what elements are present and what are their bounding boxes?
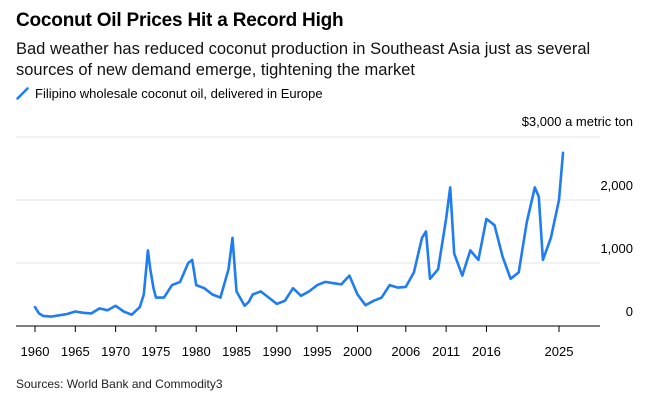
y-tick-label: 1,000: [600, 241, 633, 256]
source-note: Sources: World Bank and Commodity3: [16, 377, 223, 391]
x-tick-label: 1970: [101, 344, 130, 359]
x-tick-label: 1985: [222, 344, 251, 359]
chart-subtitle: Bad weather has reduced coconut producti…: [16, 40, 591, 79]
y-tick-label: 2,000: [600, 178, 633, 193]
chart-title: Coconut Oil Prices Hit a Record High: [16, 10, 344, 31]
x-tick-label: 2016: [472, 344, 501, 359]
legend-line-icon: [16, 87, 29, 100]
x-tick-label: 2006: [391, 344, 420, 359]
x-tick-label: 1990: [262, 344, 291, 359]
y-tick-label: 0: [626, 304, 633, 319]
x-tick-label: 1960: [21, 344, 50, 359]
x-tick-label: 1980: [182, 344, 211, 359]
legend: Filipino wholesale coconut oil, delivere…: [16, 86, 323, 101]
x-tick-label: 2000: [343, 344, 372, 359]
x-tick-label: 2011: [432, 344, 460, 359]
legend-label: Filipino wholesale coconut oil, delivere…: [35, 86, 323, 101]
x-tick-label: 1975: [141, 344, 170, 359]
x-tick-label: 2025: [545, 344, 574, 359]
price-series-line: [33, 151, 565, 318]
y-axis-unit-label: $3,000 a metric ton: [522, 114, 633, 129]
x-tick-label: 1965: [61, 344, 90, 359]
x-tick-label: 1995: [303, 344, 332, 359]
